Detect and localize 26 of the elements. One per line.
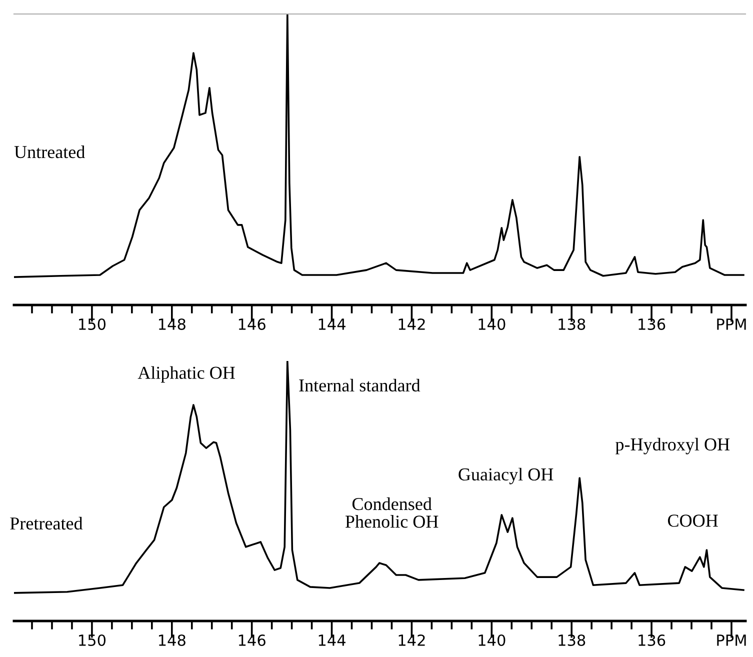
x-tick-label: 136 (638, 318, 666, 330)
x-tick-label: 140 (478, 634, 506, 646)
x-tick-label: 150 (79, 318, 106, 330)
x-tick-label: 142 (398, 318, 425, 330)
x-tick-label: 144 (318, 318, 346, 330)
x-tick-label: 138 (558, 318, 586, 330)
x-tick-label: 148 (158, 634, 186, 646)
annotation: Condensed Phenolic OH (345, 497, 438, 528)
annotation: Guaiacyl OH (458, 468, 554, 484)
x-tick-label: 150 (79, 634, 106, 646)
x-tick-label: 140 (478, 318, 506, 330)
x-tick-label: 148 (158, 318, 186, 330)
x-tick-label: 144 (318, 634, 346, 646)
annotation: p-Hydroxyl OH (616, 438, 730, 454)
x-tick-label: 142 (398, 634, 425, 646)
x-tick-label: 138 (558, 634, 586, 646)
x-tick-label: PPM (717, 634, 746, 646)
text: Untreated (14, 145, 85, 158)
x-tick-label: 146 (238, 634, 266, 646)
annotation: Aliphatic OH (138, 366, 235, 383)
text: Pretreated (10, 516, 83, 530)
x-tick-label: 136 (638, 634, 666, 646)
annotation: Internal standard (299, 378, 420, 392)
x-tick-label: PPM (717, 318, 746, 330)
annotation: COOH (668, 514, 718, 527)
x-tick-label: 146 (238, 318, 266, 330)
